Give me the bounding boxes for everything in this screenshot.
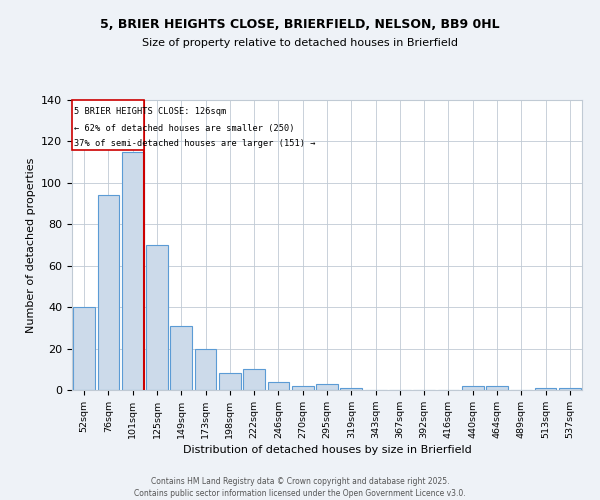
Bar	[97, 196, 119, 390]
Bar	[73, 307, 95, 390]
Bar	[122, 152, 143, 390]
X-axis label: Distribution of detached houses by size in Brierfield: Distribution of detached houses by size …	[182, 445, 472, 455]
Text: Size of property relative to detached houses in Brierfield: Size of property relative to detached ho…	[142, 38, 458, 48]
Bar	[146, 245, 168, 390]
Bar	[316, 384, 338, 390]
Text: ← 62% of detached houses are smaller (250): ← 62% of detached houses are smaller (25…	[74, 124, 295, 133]
Bar	[462, 386, 484, 390]
Bar	[170, 326, 192, 390]
Bar	[243, 370, 265, 390]
Bar	[535, 388, 556, 390]
Bar	[559, 388, 581, 390]
Text: 5 BRIER HEIGHTS CLOSE: 126sqm: 5 BRIER HEIGHTS CLOSE: 126sqm	[74, 108, 227, 116]
Bar	[486, 386, 508, 390]
Bar	[268, 382, 289, 390]
Text: 37% of semi-detached houses are larger (151) →: 37% of semi-detached houses are larger (…	[74, 140, 316, 148]
Bar	[340, 388, 362, 390]
Bar	[292, 386, 314, 390]
Text: 5, BRIER HEIGHTS CLOSE, BRIERFIELD, NELSON, BB9 0HL: 5, BRIER HEIGHTS CLOSE, BRIERFIELD, NELS…	[100, 18, 500, 30]
Y-axis label: Number of detached properties: Number of detached properties	[26, 158, 35, 332]
FancyBboxPatch shape	[72, 100, 143, 150]
Bar	[219, 374, 241, 390]
Text: Contains public sector information licensed under the Open Government Licence v3: Contains public sector information licen…	[134, 489, 466, 498]
Text: Contains HM Land Registry data © Crown copyright and database right 2025.: Contains HM Land Registry data © Crown c…	[151, 478, 449, 486]
Bar	[194, 348, 217, 390]
